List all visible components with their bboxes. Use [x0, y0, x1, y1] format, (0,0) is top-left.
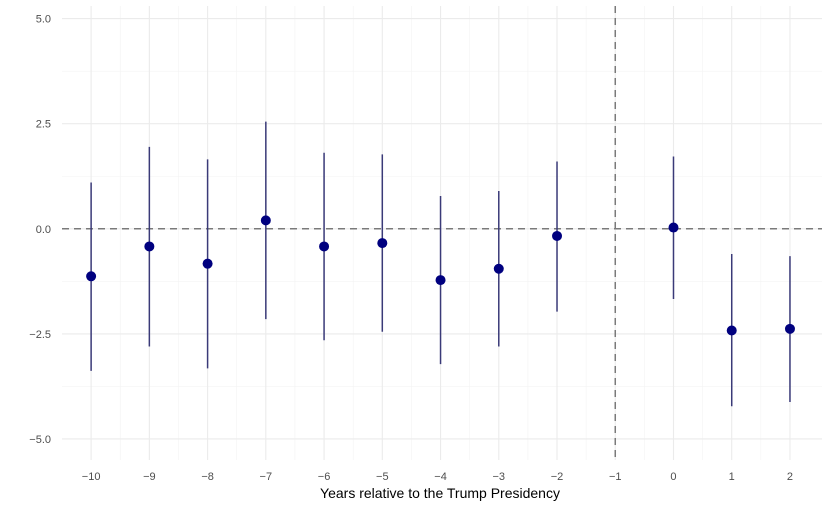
- y-tick-label: −2.5: [29, 329, 51, 341]
- x-axis-title: Years relative to the Trump Presidency: [320, 485, 560, 501]
- point-estimate: [377, 238, 388, 249]
- x-tick-label: −2: [551, 471, 564, 483]
- x-tick-label: −8: [201, 471, 214, 483]
- x-tick-label: −9: [143, 471, 156, 483]
- x-tick-label: −4: [434, 471, 447, 483]
- point-estimate: [202, 258, 213, 269]
- point-estimate: [319, 241, 330, 252]
- x-tick-label: −5: [376, 471, 389, 483]
- point-estimate: [552, 230, 563, 241]
- x-tick-label: 1: [729, 471, 735, 483]
- point-estimate: [726, 325, 737, 336]
- point-estimate: [86, 271, 97, 282]
- point-estimate: [144, 241, 155, 252]
- point-estimate: [435, 275, 446, 286]
- major-gridlines: [62, 6, 822, 460]
- x-tick-label: 0: [670, 471, 676, 483]
- x-tick-label: −7: [260, 471, 273, 483]
- x-tick-label: −3: [493, 471, 506, 483]
- x-tick-label: −6: [318, 471, 331, 483]
- x-tick-label: 2: [787, 471, 793, 483]
- x-tick-label: −1: [609, 471, 622, 483]
- point-estimates: [86, 215, 795, 336]
- y-tick-label: 2.5: [36, 119, 51, 131]
- point-estimate: [493, 263, 504, 274]
- x-tick-label: −10: [82, 471, 101, 483]
- point-estimate: [784, 323, 795, 334]
- point-estimate: [260, 215, 271, 226]
- x-axis-ticks: −10 −9 −8 −7 −6 −5 −4 −3 −2 −1 0 1 2: [82, 471, 793, 483]
- y-tick-label: 5.0: [36, 14, 51, 26]
- point-estimate: [668, 222, 679, 233]
- y-tick-label: 0.0: [36, 224, 51, 236]
- minor-gridlines: [62, 6, 822, 460]
- reference-lines: [62, 6, 822, 460]
- y-axis-ticks: −5.0 −2.5 0.0 2.5 5.0: [29, 14, 51, 446]
- y-tick-label: −5.0: [29, 434, 51, 446]
